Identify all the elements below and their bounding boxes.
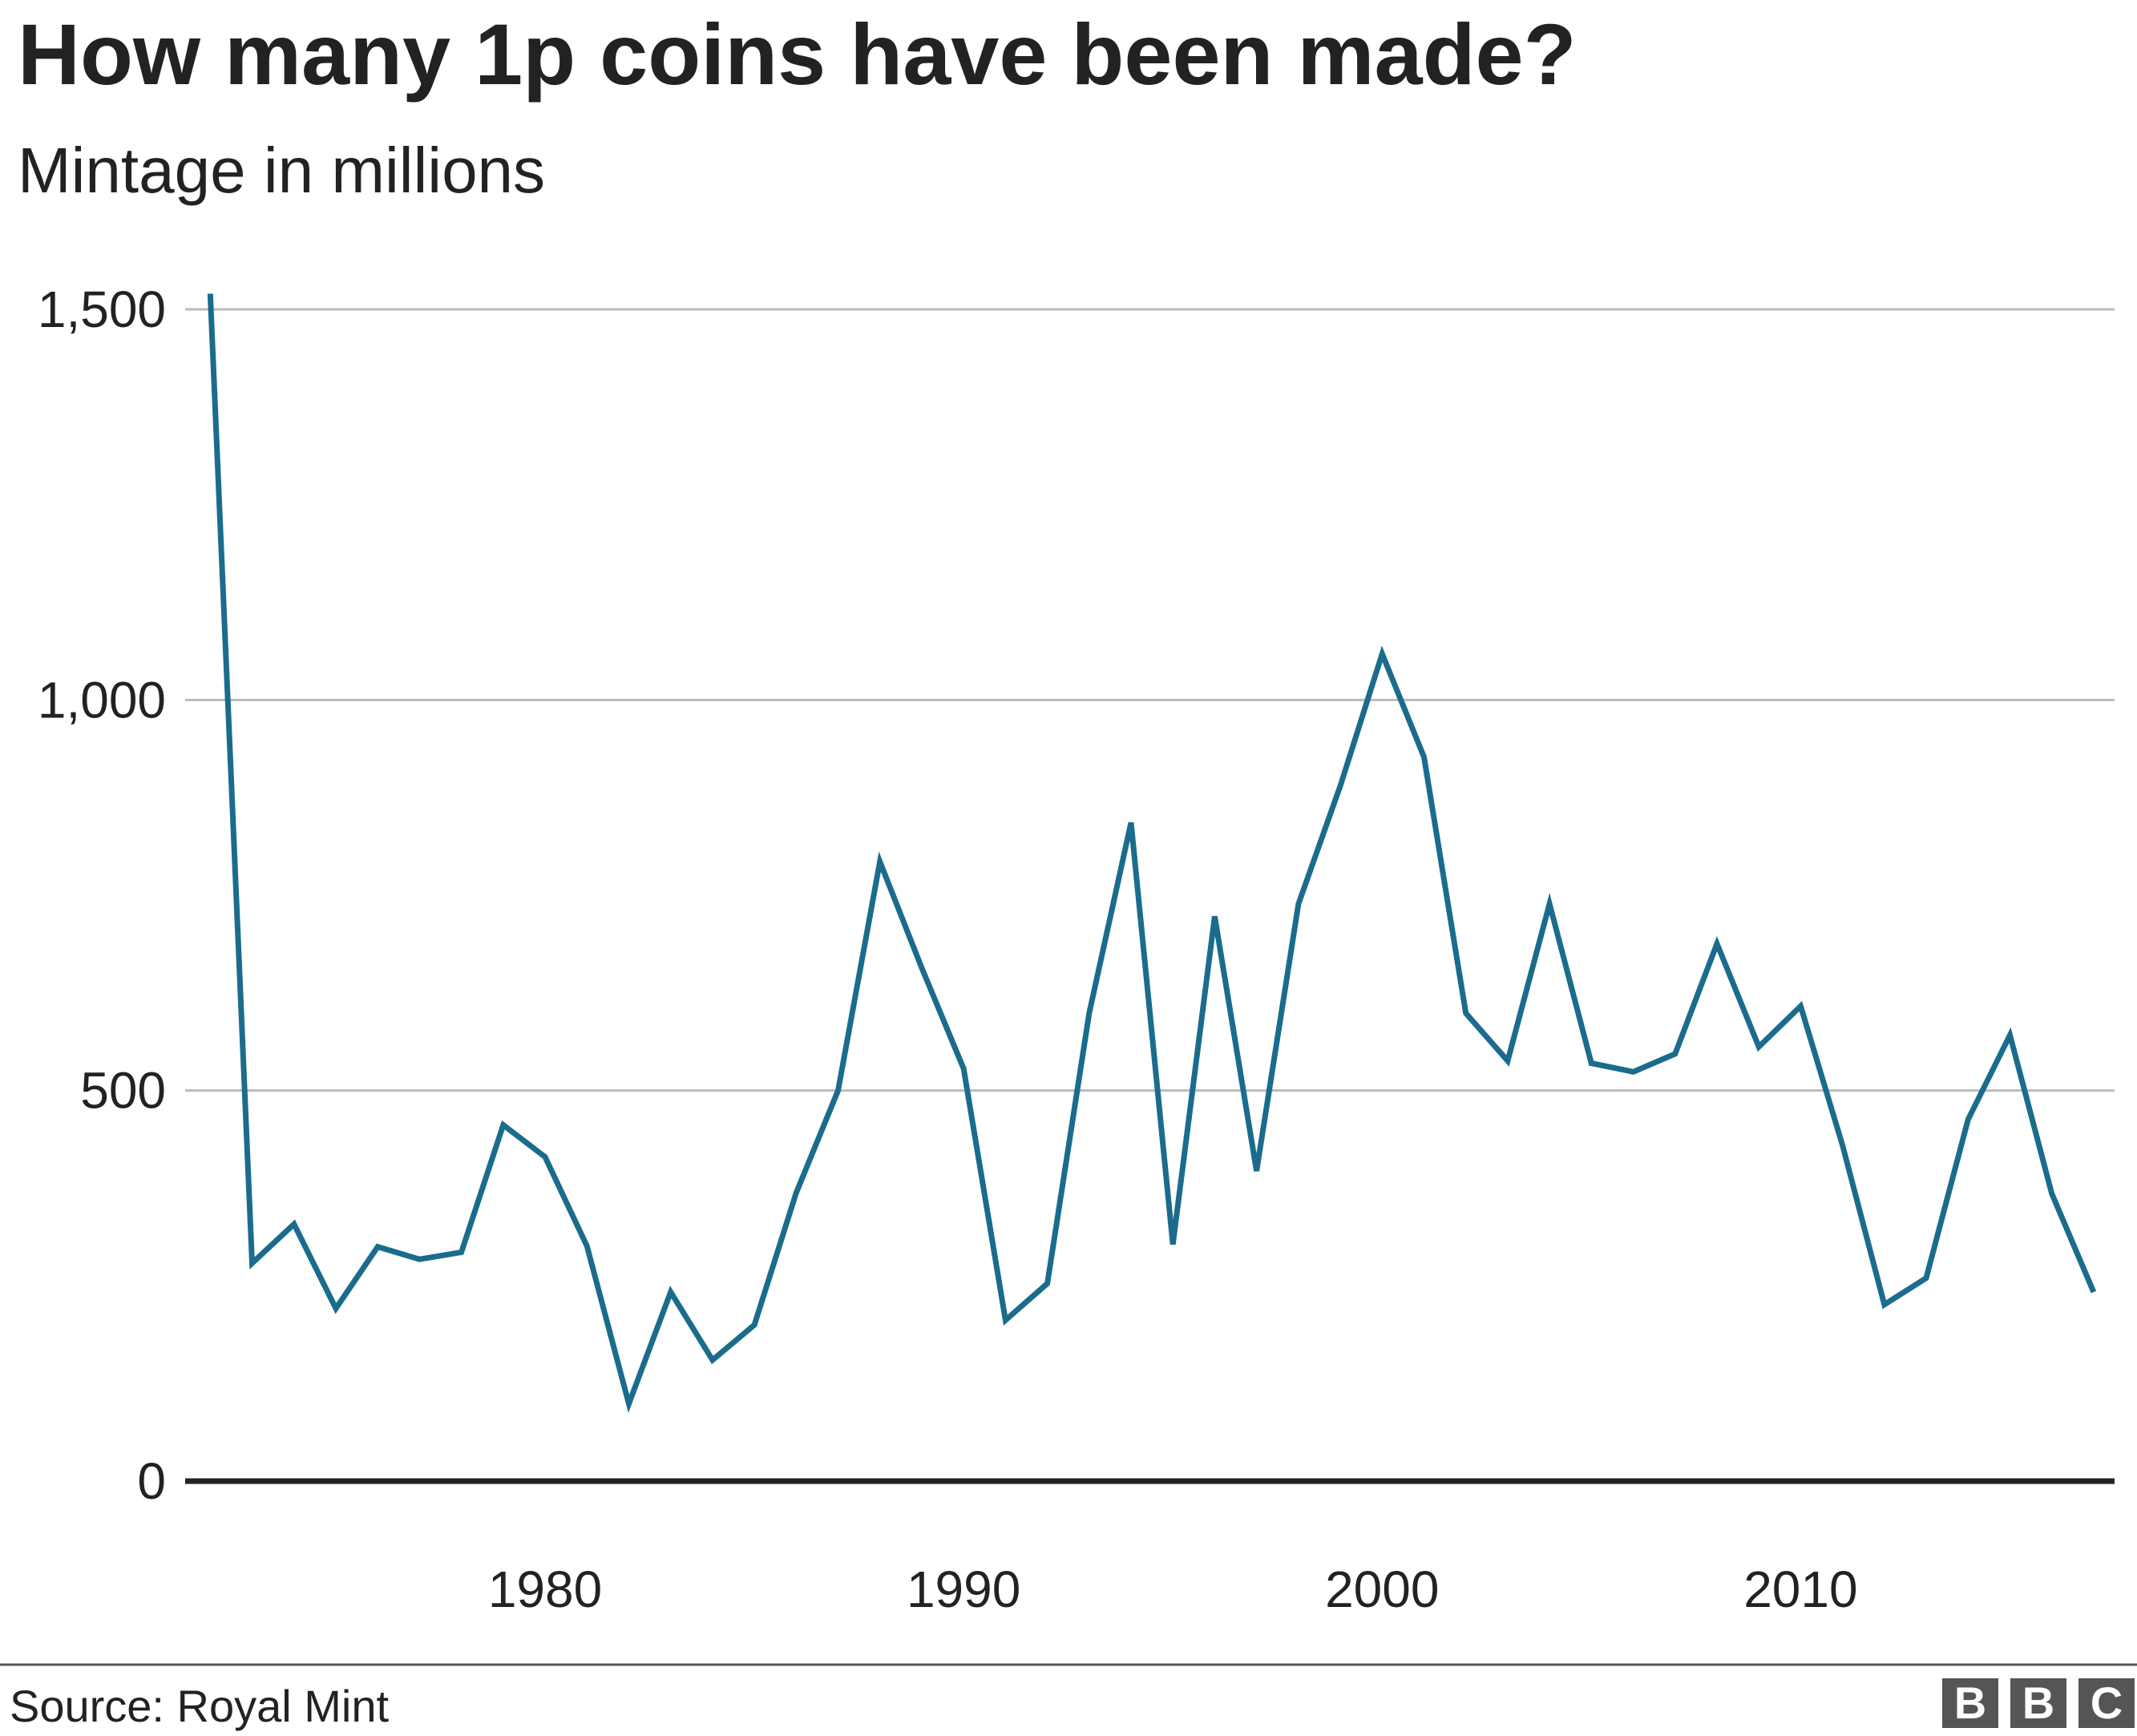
x-tick-label: 1990 — [907, 1560, 1020, 1618]
chart-subtitle: Mintage in millions — [18, 135, 545, 206]
logo-box — [1942, 1678, 1998, 1728]
logo-letter: B — [2022, 1677, 2054, 1728]
logo-box — [2010, 1678, 2066, 1728]
y-tick-label: 500 — [80, 1062, 166, 1120]
y-tick-label: 1,000 — [38, 671, 166, 729]
x-tick-label: 2010 — [1743, 1560, 1857, 1618]
line — [207, 293, 2097, 1413]
y-tick-label: 1,500 — [38, 281, 166, 338]
logo-box — [2078, 1678, 2135, 1728]
source: Source: Royal Mint — [10, 1681, 390, 1731]
x-tick-label: 2000 — [1325, 1560, 1439, 1618]
chart-title: How many 1p coins have been made? — [18, 6, 1577, 103]
logo-letter: B — [1954, 1677, 1986, 1728]
logo: B B C — [1942, 1677, 2135, 1728]
x-tick-label: 1980 — [488, 1560, 602, 1618]
logo-letter: C — [2091, 1677, 2123, 1728]
y-tick-label: 0 — [137, 1452, 166, 1510]
